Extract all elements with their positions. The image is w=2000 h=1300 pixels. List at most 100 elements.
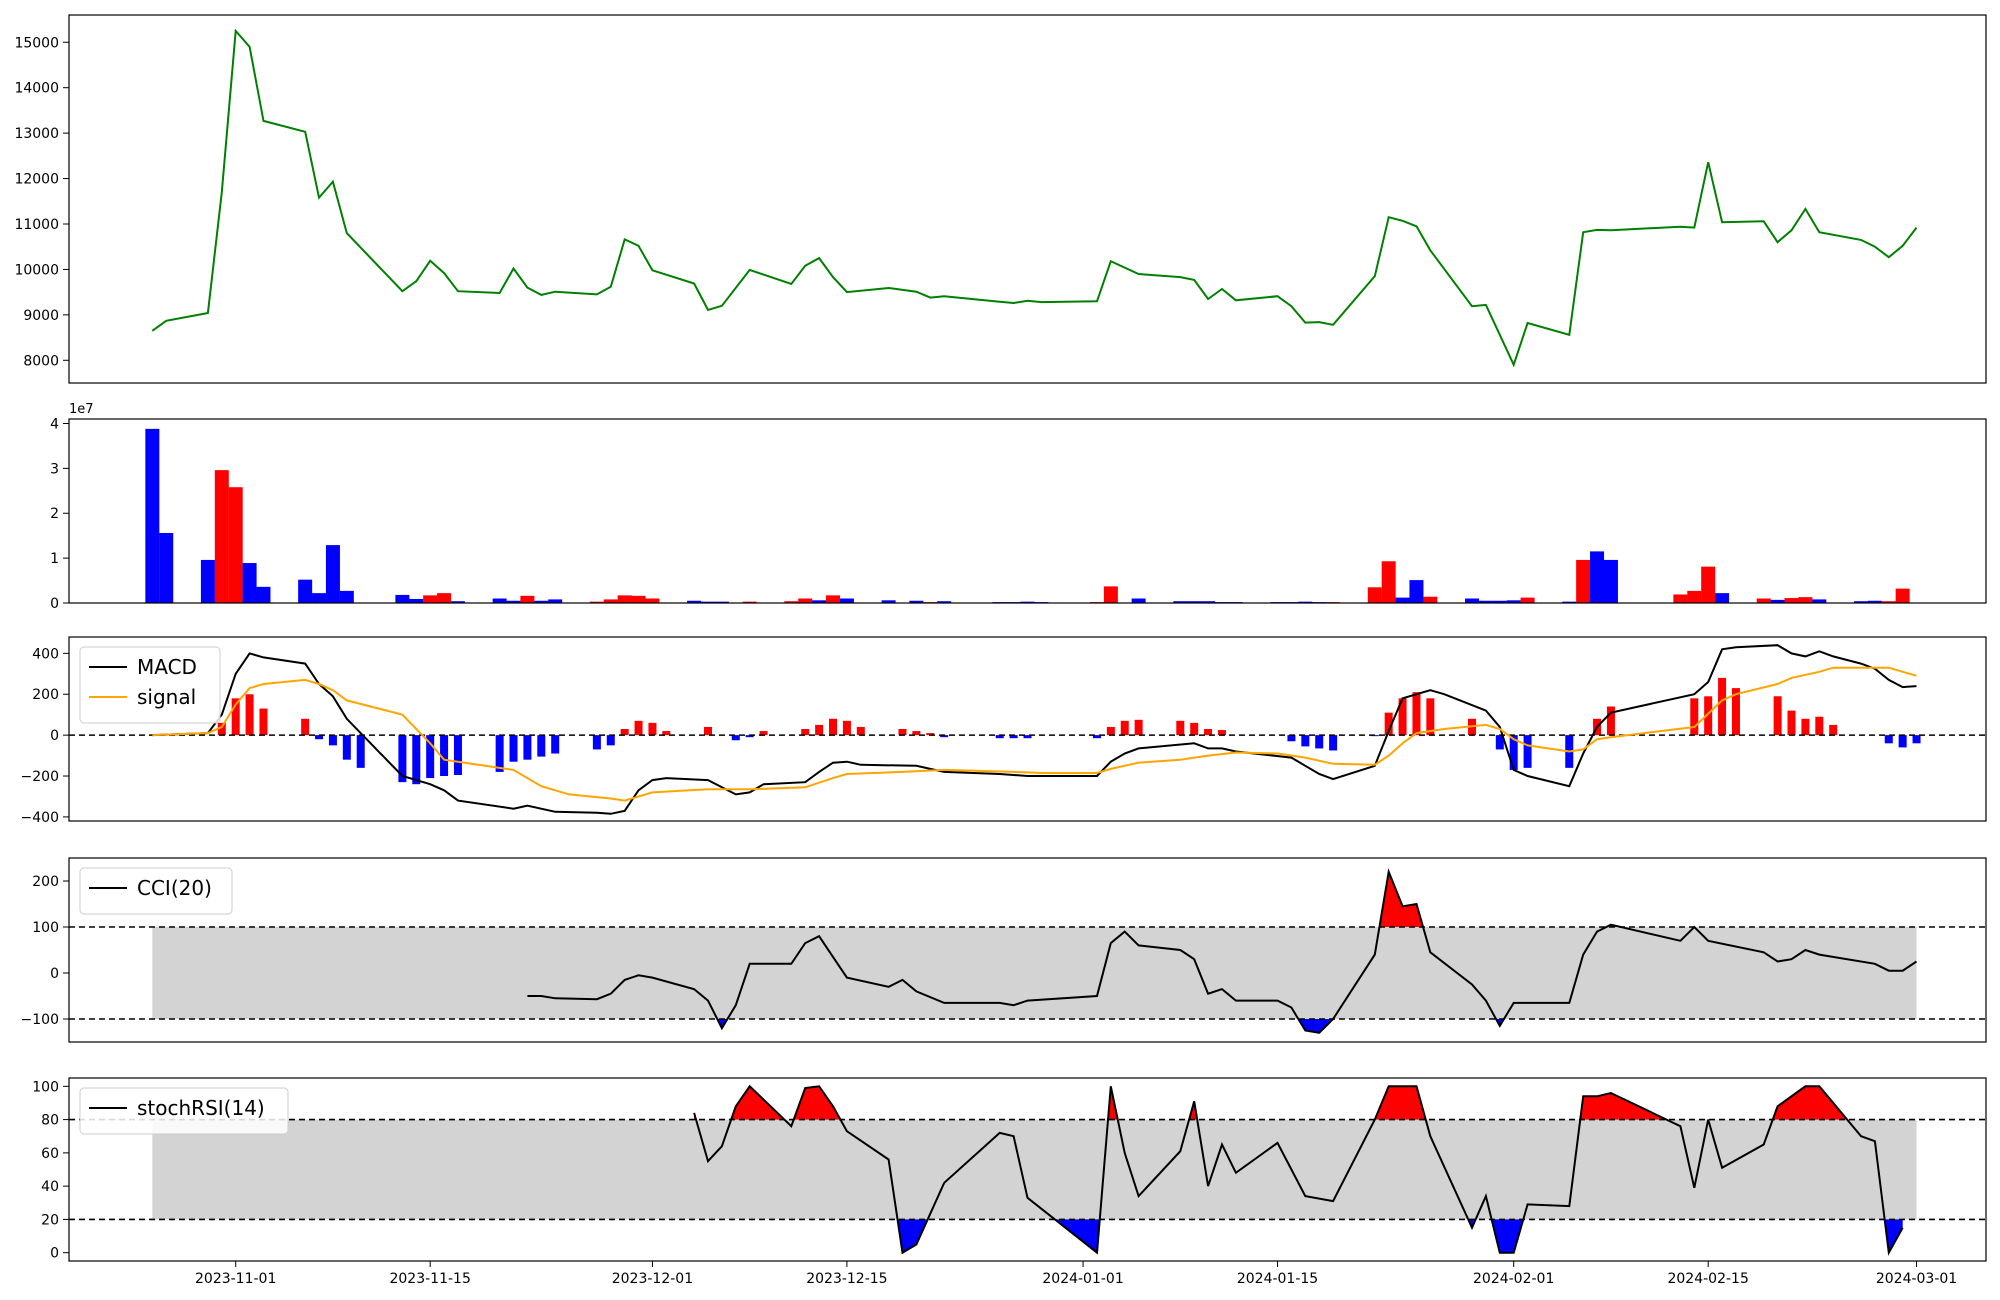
macd-histogram-bar (662, 731, 671, 736)
y-tick-label: −100 (21, 1012, 59, 1028)
x-tick-label: 2024-03-01 (1876, 1271, 1957, 1287)
volume-bar (1492, 600, 1507, 603)
volume-bar (742, 601, 757, 603)
volume-bar (1187, 601, 1202, 603)
macd-histogram-bar (1092, 735, 1101, 739)
macd-histogram-bar (1412, 692, 1421, 736)
y-tick-label: 12000 (14, 172, 59, 188)
macd-histogram-bar (1801, 718, 1810, 736)
volume-bar (1812, 599, 1827, 603)
macd-histogram-bar (1606, 706, 1615, 736)
macd-histogram-bar (440, 735, 449, 777)
volume-bar (534, 600, 549, 603)
volume-bar (645, 598, 660, 603)
y-tick-label: 2 (50, 506, 59, 522)
macd-histogram-bar (745, 735, 754, 738)
macd-histogram-bar (1690, 698, 1699, 736)
macd-histogram-bar (592, 735, 601, 750)
macd-histogram-bar (856, 726, 865, 736)
y-tick-label: 40 (41, 1179, 59, 1195)
volume-bar (1576, 559, 1591, 603)
volume-bar (506, 600, 521, 603)
volume-bar (1590, 551, 1605, 603)
cci-frame (68, 857, 1987, 1043)
volume-bar (200, 559, 215, 603)
volume-bar (839, 598, 854, 603)
volume-bar (256, 586, 271, 603)
y-tick-label: 10000 (14, 262, 59, 278)
cci-line (527, 868, 1918, 1034)
macd-histogram-bar (1315, 735, 1324, 749)
volume-bar (159, 532, 174, 603)
volume-bar (1465, 598, 1480, 603)
y-tick-label: 1 (50, 551, 59, 567)
volume-offset-label: 1e7 (69, 402, 94, 417)
volume-frame (68, 418, 1987, 604)
y-tick-label: 14000 (14, 81, 59, 97)
cci-panel: −100 0 100 200 CCI(20) (21, 857, 1987, 1043)
volume-bar (1395, 597, 1410, 603)
volume-bar (395, 594, 410, 603)
stochrsi-panel: 0 20 40 60 80 100 stochRSI(14) (32, 1077, 1987, 1262)
macd-histogram-bar (453, 735, 462, 775)
legend-box (79, 867, 233, 915)
price-frame (68, 14, 1987, 384)
macd-histogram-bar (1190, 722, 1199, 736)
x-tick-label: 2024-02-15 (1667, 1271, 1748, 1287)
macd-histogram-bar (1384, 712, 1393, 736)
volume-bar (798, 598, 813, 603)
macd-histogram-bar (731, 735, 740, 741)
x-tick-label: 2024-02-01 (1473, 1271, 1554, 1287)
macd-histogram-bar (1884, 735, 1893, 744)
macd-histogram-bar (1731, 688, 1740, 736)
macd-histogram-bar (898, 729, 907, 736)
volume-bar (1784, 598, 1799, 603)
y-tick-label: 4 (50, 416, 59, 432)
y-tick-label: 3 (50, 461, 59, 477)
macd-histogram-bar (1509, 735, 1518, 770)
volume-bar (687, 600, 702, 603)
volume-bar (1131, 598, 1146, 603)
x-tick-label: 2024-01-15 (1237, 1271, 1318, 1287)
volume-bar (325, 545, 340, 603)
volume-bar (242, 563, 257, 603)
volume-bar (589, 601, 604, 603)
volume-bar (339, 590, 354, 603)
volume-bar (214, 470, 229, 603)
volume-bar (1173, 601, 1188, 603)
legend-box (79, 1087, 289, 1135)
macd-histogram-bar (245, 694, 254, 736)
y-tick-label: 0 (50, 596, 59, 612)
price-panel: 8000 9000 10000 11000 12000 13000 14000 15000 (14, 14, 1987, 384)
stoch-overbought-fill (1374, 1086, 1426, 1120)
cci-neutral-band (152, 927, 1917, 1019)
volume-bar (1520, 597, 1535, 603)
stoch-overbought-fill (793, 1086, 841, 1120)
macd-histogram-bar (620, 729, 629, 736)
macd-histogram-bar (759, 731, 768, 736)
y-tick-label: 8000 (23, 353, 59, 369)
volume-bar (1687, 590, 1702, 603)
macd-histogram-bar (926, 733, 935, 736)
volume-bar (1506, 600, 1521, 603)
legend-label: signal (137, 685, 196, 709)
y-tick-label: 0 (50, 1246, 59, 1262)
volume-bar (1423, 596, 1438, 603)
stochrsi-frame (68, 1077, 1987, 1262)
macd-histogram-bar (648, 722, 657, 736)
stoch-overbought-fill (1772, 1086, 1848, 1120)
macd-histogram-bar (412, 735, 421, 785)
volume-bar (312, 593, 327, 603)
macd-histogram-bar (1023, 735, 1032, 739)
macd-histogram-bar (537, 735, 546, 757)
signal-line (152, 666, 1917, 802)
macd-histogram-bar (356, 735, 365, 768)
y-tick-label: 200 (32, 874, 59, 890)
macd-histogram-bar (259, 708, 268, 736)
volume-bar (1881, 601, 1896, 603)
macd-histogram-bar (1787, 710, 1796, 736)
y-tick-label: 80 (41, 1113, 59, 1129)
macd-histogram-bar (398, 735, 407, 783)
macd-histogram-bar (495, 735, 504, 772)
